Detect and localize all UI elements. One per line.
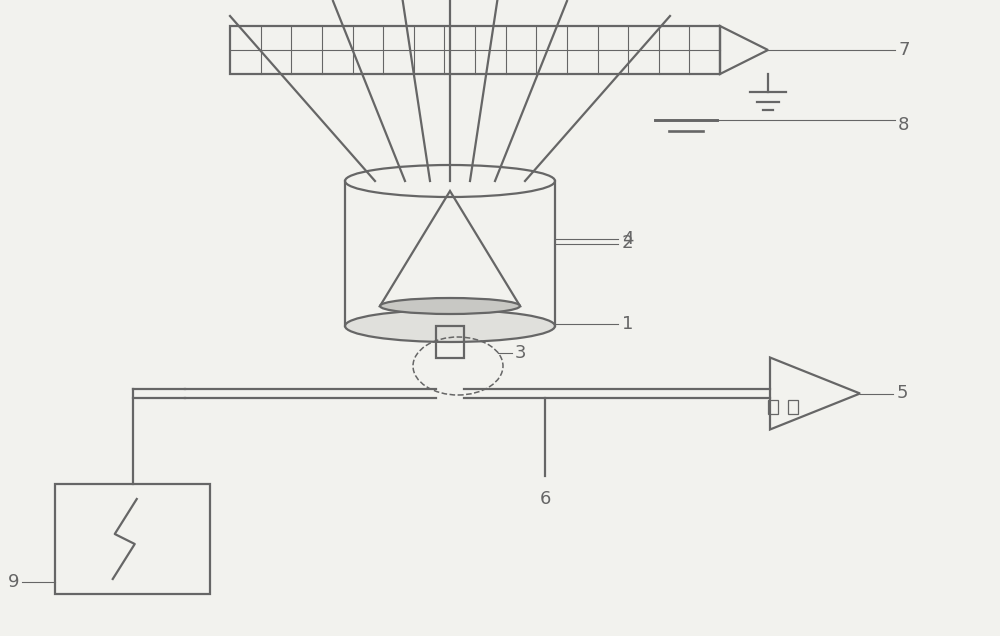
Text: 5: 5 (897, 385, 909, 403)
Text: 9: 9 (8, 573, 20, 591)
Bar (230, 26, 720, 74)
Bar (436, 326, 464, 358)
Text: 8: 8 (898, 116, 909, 134)
Text: 1: 1 (622, 315, 633, 333)
Text: 4: 4 (622, 230, 634, 247)
Ellipse shape (380, 298, 520, 314)
Bar (55, 484, 210, 594)
Text: 2: 2 (622, 235, 634, 252)
Ellipse shape (345, 310, 555, 342)
Text: 7: 7 (898, 41, 910, 59)
Bar (768, 399, 778, 413)
Text: 3: 3 (515, 344, 526, 362)
Bar (788, 399, 798, 413)
Text: 6: 6 (539, 490, 551, 508)
